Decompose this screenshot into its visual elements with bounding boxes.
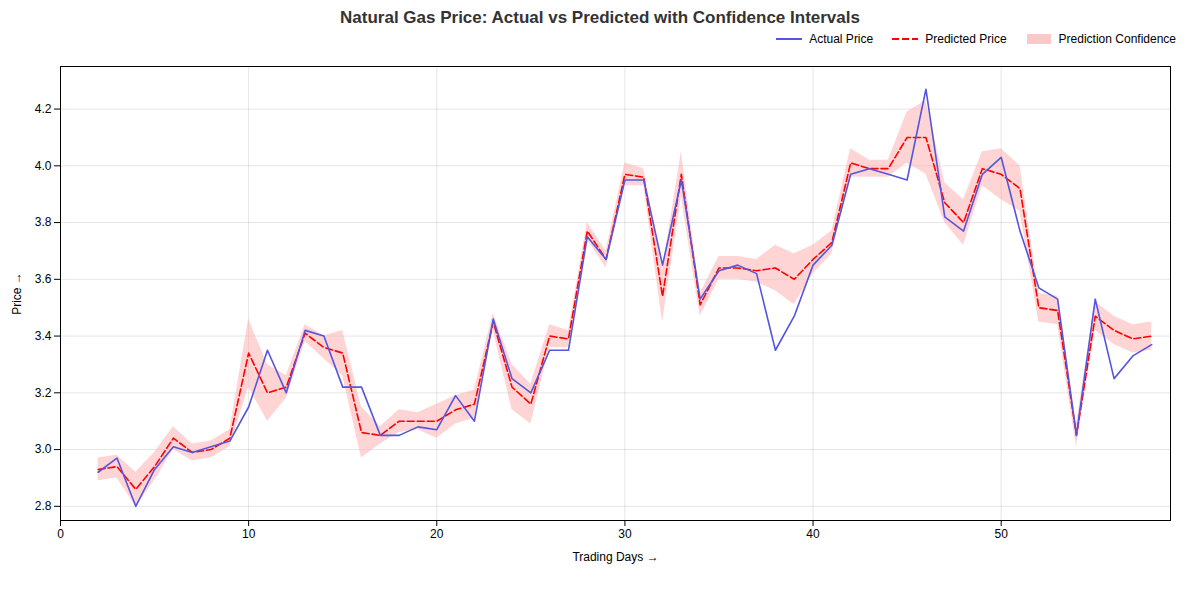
svg-text:20: 20 [430, 527, 444, 541]
svg-text:40: 40 [806, 527, 820, 541]
svg-text:10: 10 [242, 527, 256, 541]
svg-text:50: 50 [994, 527, 1008, 541]
svg-text:3.8: 3.8 [35, 215, 52, 229]
svg-text:4.0: 4.0 [35, 159, 52, 173]
svg-text:2.8: 2.8 [35, 499, 52, 513]
svg-text:3.6: 3.6 [35, 272, 52, 286]
html-text:Predicted Price: Predicted Price [925, 32, 1007, 46]
svg-text:4.2: 4.2 [35, 102, 52, 116]
svg-text:Price →: Price → [10, 272, 24, 315]
svg-text:0: 0 [57, 527, 64, 541]
svg-text:3.2: 3.2 [35, 386, 52, 400]
html-text:Actual Price: Actual Price [809, 32, 874, 46]
svg-text:3.0: 3.0 [35, 442, 52, 456]
html-text:Natural Gas Price: Actual vs P: Natural Gas Price: Actual vs Predicted w… [340, 8, 860, 27]
svg-text:Trading Days →: Trading Days → [572, 550, 658, 564]
svg-text:3.4: 3.4 [35, 329, 52, 343]
html-text:Prediction Confidence: Prediction Confidence [1058, 32, 1176, 46]
svg-text:30: 30 [618, 527, 632, 541]
